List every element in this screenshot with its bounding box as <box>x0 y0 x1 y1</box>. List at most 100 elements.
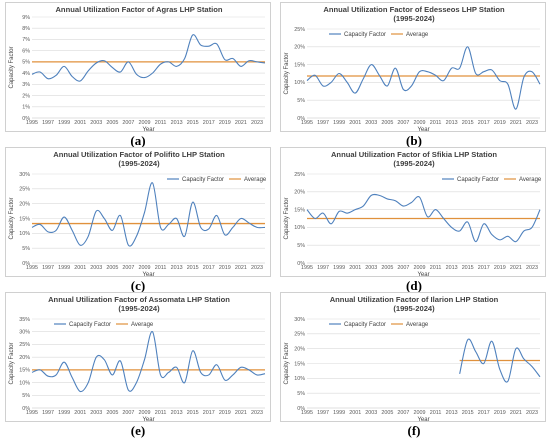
y-tick-label: 15% <box>294 62 305 68</box>
caption-b: (b) <box>406 133 422 148</box>
x-tick-label: 2017 <box>203 120 215 126</box>
x-axis-label: Year <box>142 272 154 278</box>
x-tick-label: 2015 <box>462 265 474 271</box>
caption-f: (f) <box>407 423 421 438</box>
capacity-factor-line <box>31 331 266 393</box>
x-tick-label: 2023 <box>526 120 538 126</box>
chart-svg-d: Annual Utilization Factor of Sfikia LHP … <box>284 150 542 278</box>
chart-title: Annual Utilization Factor of Agras LHP S… <box>55 5 222 14</box>
x-tick-label: 1995 <box>26 265 38 271</box>
x-tick-label: 2009 <box>138 410 150 416</box>
y-tick-label: 15% <box>19 216 30 222</box>
x-tick-label: 2011 <box>155 120 167 126</box>
x-tick-label: 2015 <box>187 120 199 126</box>
x-tick-label: 2021 <box>510 410 522 416</box>
y-tick-label: 10% <box>19 231 30 237</box>
x-tick-label: 2007 <box>122 265 134 271</box>
x-tick-label: 2001 <box>349 265 361 271</box>
y-tick-label: 10% <box>19 380 30 386</box>
y-tick-label: 3% <box>22 82 30 88</box>
y-tick-label: 15% <box>294 361 305 367</box>
x-tick-label: 2013 <box>171 410 183 416</box>
x-tick-label: 2017 <box>478 410 490 416</box>
legend-average-label: Average <box>519 177 542 183</box>
chart-title: Annual Utilization Factor of Edesseos LH… <box>323 5 505 14</box>
legend-average-label: Average <box>131 322 154 328</box>
x-tick-label: 2021 <box>510 265 522 271</box>
y-tick-label: 5% <box>297 243 305 249</box>
chart-panel-c: Annual Utilization Factor of Polifito LH… <box>5 147 271 278</box>
caption-c: (c) <box>130 278 146 293</box>
y-tick-label: 20% <box>294 346 305 352</box>
chart-panel-f: Annual Utilization Factor of Ilarion LHP… <box>280 292 546 423</box>
y-axis-label: Capacity Factor <box>284 342 290 384</box>
y-axis-label: Capacity Factor <box>284 197 290 239</box>
y-tick-label: 8% <box>22 26 30 32</box>
y-tick-label: 0% <box>297 261 305 267</box>
caption-d: (d) <box>406 278 422 293</box>
x-tick-label: 2007 <box>397 265 409 271</box>
chart-svg-b: Annual Utilization Factor of Edesseos LH… <box>284 5 541 133</box>
x-tick-label: 1999 <box>333 120 345 126</box>
y-tick-label: 0% <box>297 406 305 412</box>
y-tick-label: 0% <box>297 116 305 122</box>
x-tick-label: 2019 <box>494 410 506 416</box>
x-tick-label: 2011 <box>430 265 442 271</box>
y-tick-label: 0% <box>22 116 30 122</box>
y-tick-label: 20% <box>19 201 30 207</box>
chart-title: Annual Utilization Factor of Ilarion LHP… <box>330 295 499 304</box>
x-tick-label: 1997 <box>42 410 54 416</box>
legend-average-label: Average <box>406 322 429 328</box>
y-tick-label: 4% <box>22 71 30 77</box>
chart-title: Annual Utilization Factor of Assomata LH… <box>48 295 230 304</box>
x-tick-label: 2005 <box>106 120 118 126</box>
legend-series-label: Capacity Factor <box>69 322 111 328</box>
x-tick-label: 2001 <box>349 120 361 126</box>
x-tick-label: 1995 <box>301 120 313 126</box>
x-tick-label: 1997 <box>317 265 329 271</box>
y-tick-label: 25% <box>294 172 305 178</box>
chart-svg-e: Annual Utilization Factor of Assomata LH… <box>9 295 266 423</box>
x-tick-label: 2003 <box>90 265 102 271</box>
x-tick-label: 2003 <box>365 120 377 126</box>
x-tick-label: 2023 <box>526 410 538 416</box>
chart-title-line2: (1995-2024) <box>118 304 160 313</box>
x-axis-label: Year <box>142 127 154 133</box>
y-tick-label: 0% <box>22 406 30 412</box>
y-tick-label: 5% <box>297 391 305 397</box>
x-axis-label: Year <box>417 417 429 423</box>
x-tick-label: 1997 <box>42 265 54 271</box>
x-tick-label: 2013 <box>171 120 183 126</box>
chart-title: Annual Utilization Factor of Polifito LH… <box>53 150 225 159</box>
y-tick-label: 30% <box>19 330 30 336</box>
y-tick-label: 10% <box>294 376 305 382</box>
x-tick-label: 2007 <box>397 410 409 416</box>
x-tick-label: 1995 <box>26 410 38 416</box>
x-tick-label: 2019 <box>219 120 231 126</box>
y-tick-label: 25% <box>19 187 30 193</box>
legend-series-label: Capacity Factor <box>344 322 386 328</box>
x-tick-label: 2017 <box>203 265 215 271</box>
capacity-factor-line <box>306 46 541 110</box>
legend-series-label: Capacity Factor <box>182 177 224 183</box>
y-axis-label: Capacity Factor <box>284 52 290 94</box>
x-tick-label: 2005 <box>106 265 118 271</box>
x-tick-label: 2009 <box>138 120 150 126</box>
x-tick-label: 1995 <box>301 265 313 271</box>
x-tick-label: 1995 <box>26 120 38 126</box>
x-tick-label: 2011 <box>430 410 442 416</box>
chart-panel-e: Annual Utilization Factor of Assomata LH… <box>5 292 271 423</box>
y-tick-label: 5% <box>22 393 30 399</box>
x-tick-label: 2009 <box>413 120 425 126</box>
x-tick-label: 2021 <box>235 120 247 126</box>
x-tick-label: 2019 <box>494 265 506 271</box>
x-tick-label: 2003 <box>90 410 102 416</box>
x-tick-label: 2013 <box>171 265 183 271</box>
x-tick-label: 2021 <box>235 410 247 416</box>
x-tick-label: 2013 <box>446 120 458 126</box>
y-axis-label: Capacity Factor <box>9 46 15 88</box>
x-tick-label: 2019 <box>219 410 231 416</box>
x-tick-label: 1997 <box>42 120 54 126</box>
chart-title-line2: (1995-2024) <box>118 159 160 168</box>
capacity-factor-line <box>31 182 266 247</box>
